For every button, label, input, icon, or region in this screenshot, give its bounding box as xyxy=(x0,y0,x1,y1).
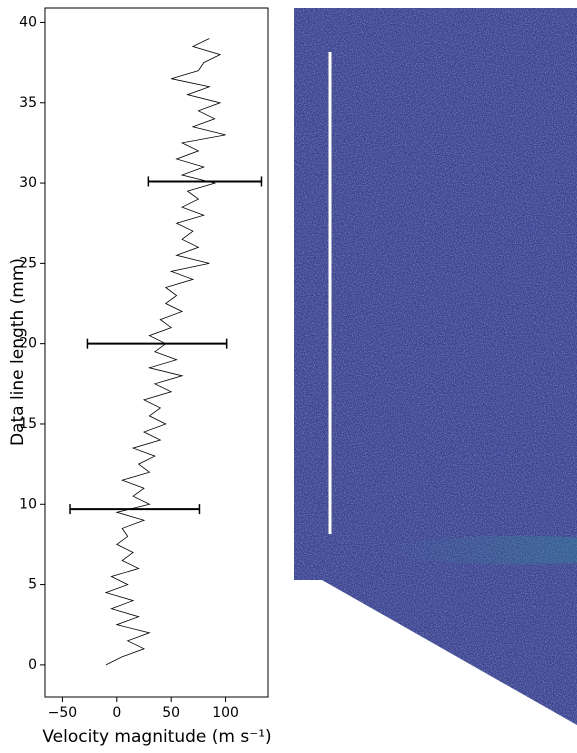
x-tick-label: 50 xyxy=(162,705,180,721)
image-noise xyxy=(294,8,577,725)
y-tick-label: 0 xyxy=(28,657,37,673)
plot-frame xyxy=(44,7,269,698)
y-tick-label: 30 xyxy=(19,175,37,191)
error-bar xyxy=(69,504,201,515)
x-axis-label: Velocity magnitude (m s⁻¹) xyxy=(42,727,271,747)
x-tick-label: −50 xyxy=(48,705,78,721)
error-bar xyxy=(147,176,263,187)
y-tick-label: 5 xyxy=(28,577,37,593)
error-bar xyxy=(86,338,228,349)
y-tick-label: 20 xyxy=(19,336,37,352)
x-tick-label: 100 xyxy=(212,705,239,721)
image-panel xyxy=(294,8,577,725)
y-tick-label: 25 xyxy=(19,255,37,271)
y-axis-label: Data line length (mm) xyxy=(8,258,28,446)
y-tick-label: 40 xyxy=(19,14,37,30)
image-glow xyxy=(380,536,577,564)
y-tick-label: 10 xyxy=(19,496,37,512)
x-tick-label: 0 xyxy=(112,705,121,721)
velocity-line xyxy=(104,38,226,666)
y-tick-label: 35 xyxy=(19,95,37,111)
y-tick-label: 15 xyxy=(19,416,37,432)
